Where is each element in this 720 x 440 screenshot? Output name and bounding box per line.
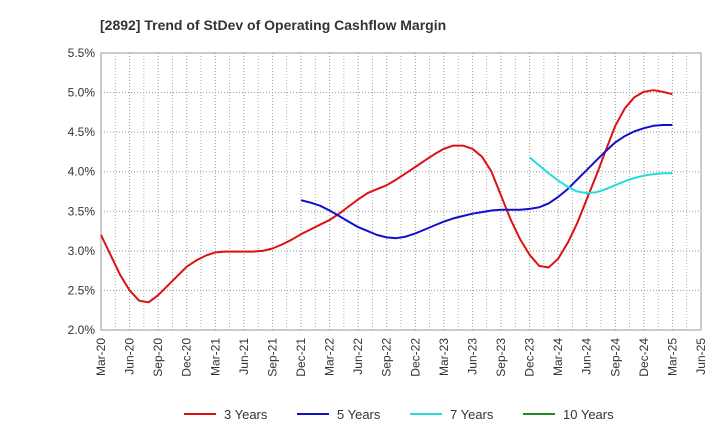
x-tick-label: Sep-23 xyxy=(494,338,508,377)
legend-label: 3 Years xyxy=(224,407,268,422)
grid xyxy=(101,53,701,330)
series-line-7-years xyxy=(528,156,673,195)
x-tick-label: Jun-23 xyxy=(465,338,479,375)
y-tick-label: 5.5% xyxy=(68,46,96,60)
y-tick-label: 5.0% xyxy=(68,86,96,100)
x-tick-label: Jun-24 xyxy=(580,338,594,375)
y-tick-label: 4.0% xyxy=(68,165,96,179)
x-axis-ticks: Mar-20 Jun-20 Sep-20 Dec-20 Mar-21 Jun-21 Sep-… xyxy=(94,338,708,377)
x-tick-label: Dec-21 xyxy=(294,338,308,377)
x-tick-label: Mar-22 xyxy=(323,338,337,376)
x-tick-label: Dec-20 xyxy=(180,338,194,377)
legend-label: 7 Years xyxy=(450,407,494,422)
y-tick-label: 4.5% xyxy=(68,125,96,139)
x-tick-label: Dec-22 xyxy=(408,338,422,377)
y-tick-label: 2.5% xyxy=(68,283,96,297)
legend-label: 10 Years xyxy=(563,407,614,422)
x-tick-label: Sep-21 xyxy=(265,338,279,377)
x-tick-label: Mar-25 xyxy=(665,338,679,376)
y-tick-label: 2.0% xyxy=(68,323,96,337)
legend-label: 5 Years xyxy=(337,407,381,422)
x-tick-label: Sep-24 xyxy=(608,338,622,377)
x-tick-label: Jun-22 xyxy=(351,338,365,375)
x-tick-label: Jun-20 xyxy=(123,338,137,375)
x-tick-label: Mar-23 xyxy=(437,338,451,376)
x-tick-label: Sep-22 xyxy=(380,338,394,377)
y-tick-label: 3.0% xyxy=(68,244,96,258)
chart-title: [2892] Trend of StDev of Operating Cashf… xyxy=(100,17,446,33)
series-line-3-years xyxy=(100,89,673,304)
x-tick-label: Jun-21 xyxy=(237,338,251,375)
y-axis-ticks: 2.0% 2.5% 3.0% 3.5% 4.0% 4.5% 5.0% 5.5% xyxy=(68,46,96,337)
x-tick-label: Jun-25 xyxy=(694,338,708,375)
legend: 3 Years 5 Years 7 Years 10 Years xyxy=(184,407,614,422)
x-tick-label: Dec-23 xyxy=(523,338,537,377)
x-tick-label: Dec-24 xyxy=(637,338,651,377)
x-tick-label: Sep-20 xyxy=(151,338,165,377)
series-lines xyxy=(100,89,673,304)
x-tick-label: Mar-20 xyxy=(94,338,108,376)
x-tick-label: Mar-21 xyxy=(208,338,222,376)
series-line-5-years xyxy=(300,124,673,240)
x-tick-label: Mar-24 xyxy=(551,338,565,376)
y-tick-label: 3.5% xyxy=(68,204,96,218)
